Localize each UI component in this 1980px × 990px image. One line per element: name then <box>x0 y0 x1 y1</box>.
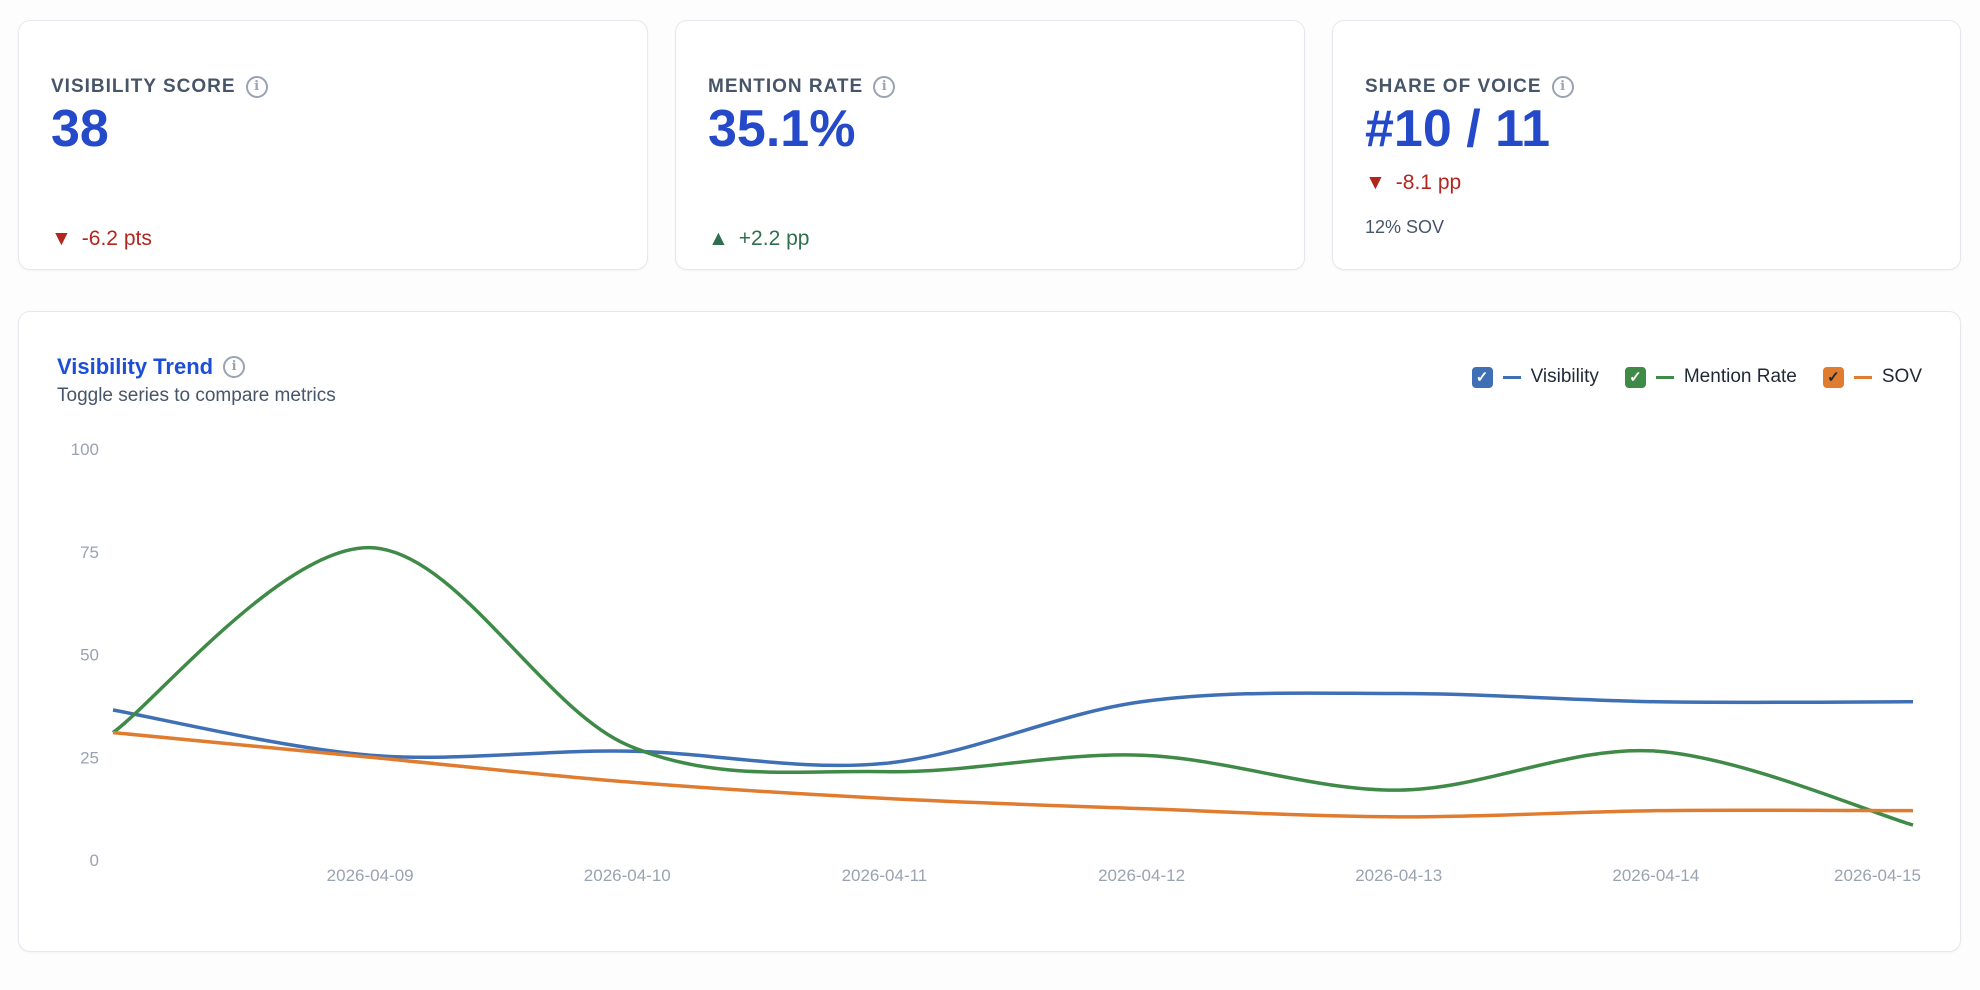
info-icon[interactable]: i <box>1551 76 1574 98</box>
legend-label: Visibility <box>1530 366 1599 387</box>
x-tick-label: 2026-04-15 <box>1834 866 1921 885</box>
legend-toggle-visibility[interactable]: ✓ Visibility <box>1471 366 1599 388</box>
x-tick-label: 2026-04-13 <box>1355 866 1442 885</box>
info-icon[interactable]: i <box>245 76 268 98</box>
checkbox-checked-icon[interactable]: ✓ <box>1624 366 1646 388</box>
series-line-mention-rate <box>111 545 1914 827</box>
checkbox-checked-icon[interactable]: ✓ <box>1822 366 1844 388</box>
x-tick-label: 2026-04-10 <box>584 866 671 885</box>
checkbox-checked-icon[interactable]: ✓ <box>1471 366 1493 388</box>
kpi-value: 35.1% <box>708 100 856 158</box>
x-tick-label: 2026-04-12 <box>1098 866 1185 885</box>
y-tick-label: 100 <box>71 440 99 459</box>
chart-plot: 0 25 50 75 100 2026-04-09 2026-04-10 2026-04-11… <box>71 440 1921 885</box>
y-tick-label: 0 <box>90 851 99 870</box>
line-swatch <box>1502 375 1521 379</box>
sov-percent: 12% SOV <box>1365 217 1445 237</box>
delta-text: -8.1 pp <box>1395 171 1462 194</box>
kpi-delta: ▲ +2.2 pp <box>708 227 809 251</box>
visibility-trend-chart: 0 25 50 75 100 2026-04-09 2026-04-10 2026-04-11… <box>18 311 1961 952</box>
line-swatch <box>1853 375 1872 379</box>
line-swatch <box>1655 375 1674 379</box>
info-icon[interactable]: i <box>223 356 246 378</box>
arrow-down-icon: ▼ <box>51 227 72 250</box>
legend: ✓ Visibility ✓ Mention Rate ✓ SOV <box>1471 366 1922 388</box>
arrow-down-icon: ▼ <box>1365 171 1386 194</box>
kpi-delta: ▼ -8.1 pp <box>1365 171 1461 195</box>
delta-text: +2.2 pp <box>738 227 810 250</box>
x-tick-label: 2026-04-14 <box>1612 866 1699 885</box>
x-tick-label: 2026-04-09 <box>327 866 414 885</box>
arrow-up-icon: ▲ <box>708 227 729 250</box>
kpi-label: VISIBILITY SCORE <box>51 76 236 97</box>
kpi-label: MENTION RATE <box>708 76 864 97</box>
mention-rate-card: MENTION RATE i 35.1% ▲ +2.2 pp <box>675 20 1305 270</box>
legend-label: Mention Rate <box>1683 366 1797 387</box>
kpi-value: 38 <box>51 100 109 158</box>
share-of-voice-card: SHARE OF VOICE i #10 / 11 ▼ -8.1 pp 12% SO… <box>1332 20 1961 270</box>
legend-toggle-mention-rate[interactable]: ✓ Mention Rate <box>1624 366 1797 388</box>
delta-text: -6.2 pts <box>81 227 152 250</box>
legend-toggle-sov[interactable]: ✓ SOV <box>1822 366 1922 388</box>
chart-title: Visibility Trend <box>57 354 214 379</box>
x-tick-label: 2026-04-11 <box>842 866 928 885</box>
y-tick-label: 75 <box>80 543 99 562</box>
visibility-score-card: VISIBILITY SCORE i 38 ▼ -6.2 pts <box>18 20 648 270</box>
info-icon[interactable]: i <box>873 76 896 98</box>
chart-subtitle: Toggle series to compare metrics <box>57 385 336 406</box>
y-tick-label: 50 <box>80 646 99 665</box>
kpi-value: #10 / 11 <box>1365 100 1551 158</box>
series-line-sov <box>112 730 1914 819</box>
legend-label: SOV <box>1881 366 1922 387</box>
kpi-label: SHARE OF VOICE <box>1365 76 1542 97</box>
series-line-visibility <box>112 691 1914 768</box>
y-tick-label: 25 <box>80 748 99 767</box>
kpi-delta: ▼ -6.2 pts <box>51 227 152 251</box>
